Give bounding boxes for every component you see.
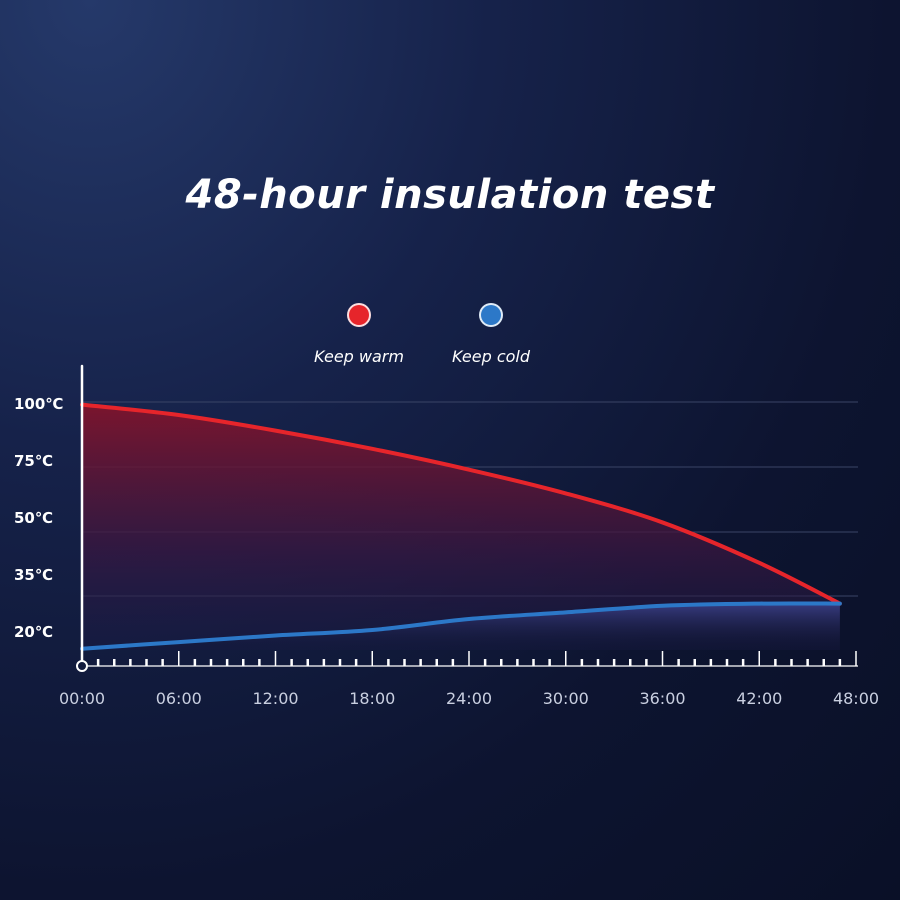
- x-tick-label-3: 18:00: [349, 689, 395, 708]
- legend-swatch-keep-warm: [347, 303, 371, 327]
- x-tick-label-2: 12:00: [252, 689, 298, 708]
- legend-item-keep-cold: Keep cold: [421, 303, 561, 366]
- legend-label-keep-warm: Keep warm: [314, 347, 404, 366]
- area-layer: [82, 404, 840, 650]
- legend-item-keep-warm: Keep warm: [289, 303, 429, 366]
- legend-label-keep-cold: Keep cold: [451, 347, 531, 366]
- x-tick-label-8: 48:00: [833, 689, 879, 708]
- x-tick-label-6: 36:00: [639, 689, 685, 708]
- x-tick-label-4: 24:00: [446, 689, 492, 708]
- x-tick-label-0: 00:00: [59, 689, 105, 708]
- area-keep-warm: [82, 404, 840, 650]
- y-tick-label-50: 50℃: [14, 509, 53, 527]
- legend-swatch-keep-cold: [479, 303, 503, 327]
- area-keep-cold: [82, 603, 840, 650]
- y-axis-bulb: [76, 660, 88, 672]
- axis-layer: [76, 364, 858, 672]
- y-tick-label-35: 35℃: [14, 566, 53, 584]
- y-tick-label-75: 75℃: [14, 452, 53, 470]
- x-tick-label-7: 42:00: [736, 689, 782, 708]
- y-tick-label-20: 20℃: [14, 623, 53, 641]
- x-tick-label-5: 30:00: [543, 689, 589, 708]
- chart-title: 48-hour insulation test: [185, 172, 715, 218]
- x-tick-label-1: 06:00: [156, 689, 202, 708]
- label-layer: 100℃ 75℃ 50℃ 35℃ 20℃ 00:00 06:00 12:00 18:00 24:0…: [14, 395, 879, 708]
- y-tick-label-100: 100℃: [14, 395, 63, 413]
